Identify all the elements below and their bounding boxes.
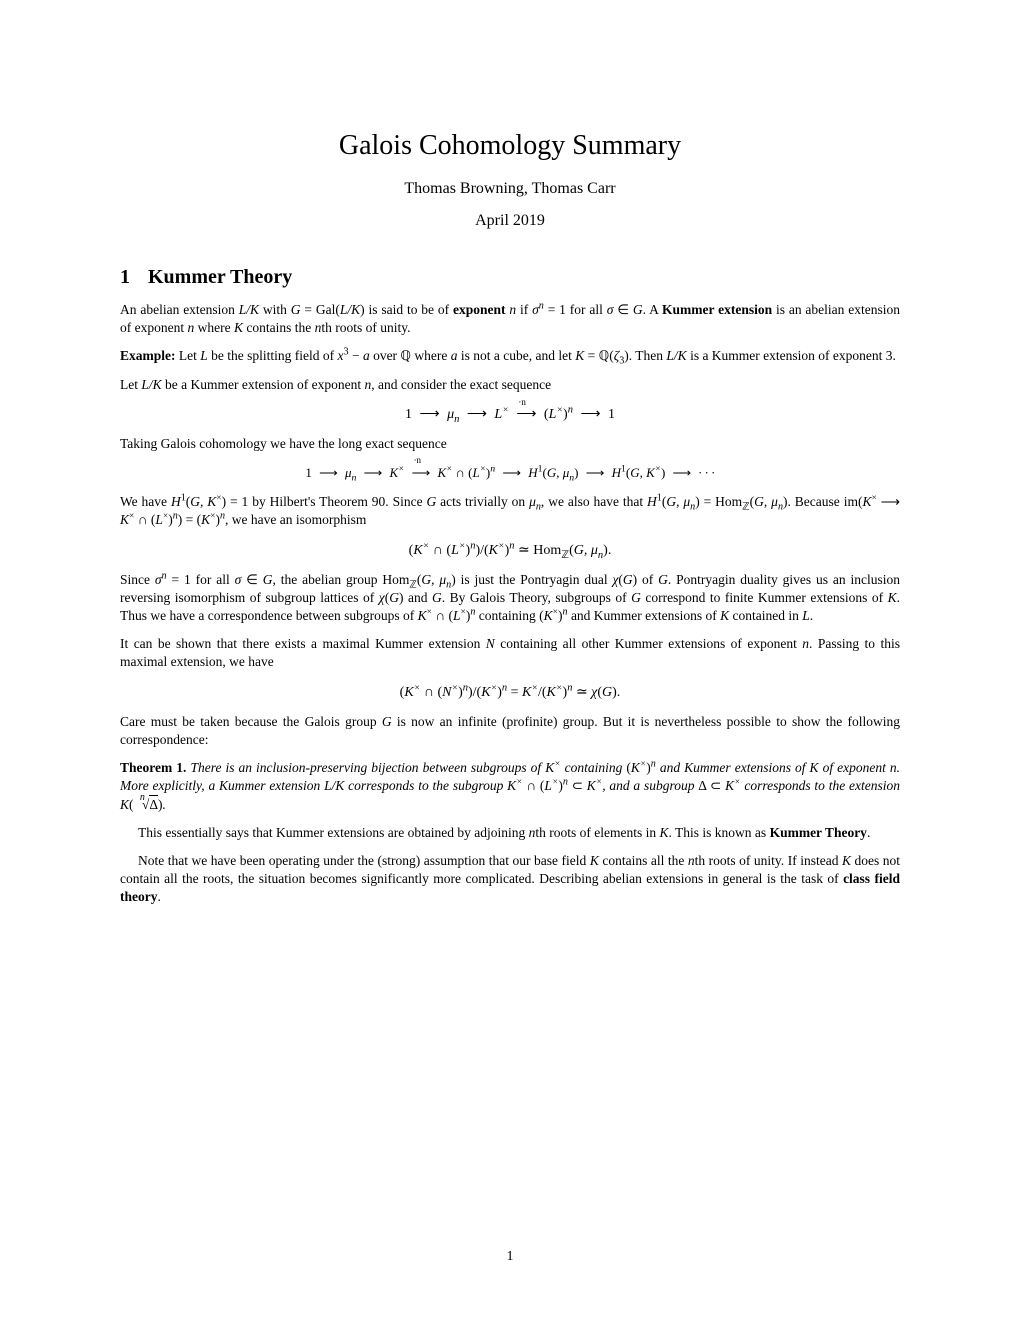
page: Galois Cohomology Summary Thomas Brownin… <box>0 0 1020 1320</box>
exact-sequence-1: 1 ⟶ μn ⟶ L× ⟶·n (L×)n ⟶ 1 <box>120 406 900 423</box>
theorem-1: Theorem 1. There is an inclusion-preserv… <box>120 759 900 814</box>
paragraph-9: This essentially says that Kummer extens… <box>120 824 900 842</box>
document-title: Galois Cohomology Summary <box>120 130 900 162</box>
authors: Thomas Browning, Thomas Carr <box>120 180 900 198</box>
paragraph-8: Care must be taken because the Galois gr… <box>120 713 900 749</box>
paragraph-6: Since σn = 1 for all σ ∈ G, the abelian … <box>120 571 900 626</box>
paragraph-example: Example: Let L be the splitting field of… <box>120 347 900 365</box>
date: April 2019 <box>120 212 900 230</box>
paragraph-10: Note that we have been operating under t… <box>120 852 900 907</box>
section-heading: 1 Kummer Theory <box>120 266 900 289</box>
exact-sequence-2: 1 ⟶ μn ⟶ K× ⟶·n K× ∩ (L×)n ⟶ H1(G, μn) ⟶… <box>120 465 900 481</box>
section-title: Kummer Theory <box>148 266 292 288</box>
paragraph-3: Let L/K be a Kummer extension of exponen… <box>120 376 900 394</box>
paragraph-5: We have H1(G, K×) = 1 by Hilbert's Theor… <box>120 493 900 529</box>
section-number: 1 <box>120 266 130 288</box>
paragraph-4: Taking Galois cohomology we have the lon… <box>120 435 900 453</box>
paragraph-7: It can be shown that there exists a maxi… <box>120 635 900 671</box>
page-number: 1 <box>0 1249 1020 1265</box>
paragraph-1: An abelian extension L/K with G = Gal(L/… <box>120 301 900 337</box>
isomorphism-2: (K× ∩ (N×)n)/(K×)n = K×/(K×)n ≃ χ(G). <box>120 684 900 701</box>
isomorphism-1: (K× ∩ (L×)n)/(K×)n ≃ Homℤ(G, μn). <box>120 542 900 559</box>
